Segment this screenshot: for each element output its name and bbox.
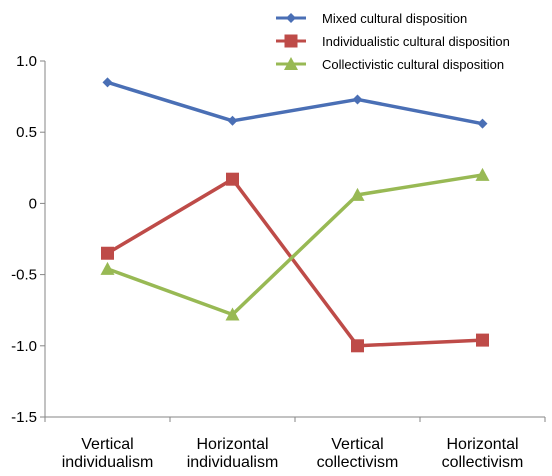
data-point	[284, 34, 298, 48]
data-point	[476, 333, 489, 347]
y-tick-label: 0	[29, 195, 37, 212]
series-3	[100, 167, 490, 321]
x-tick-label-line: Horizontal	[446, 436, 518, 453]
legend-item-2: Individualistic cultural disposition	[276, 34, 510, 49]
series-1	[102, 77, 488, 129]
x-tick-label-line: Vertical	[81, 436, 133, 453]
data-point	[225, 307, 240, 321]
x-tick-label-line: individualism	[187, 454, 279, 471]
data-point	[477, 118, 488, 129]
y-tick-label: 1.0	[16, 53, 37, 70]
x-tick-label-line: Vertical	[331, 436, 383, 453]
y-tick-label: 0.5	[16, 124, 37, 141]
y-tick-label: -0.5	[11, 267, 37, 284]
x-tick-label: Vertical collectivism	[317, 436, 399, 471]
y-tick-label: -1.5	[11, 409, 37, 426]
x-tick-label: Vertical individualism	[62, 436, 154, 471]
series-layer	[100, 77, 490, 353]
series-line	[106, 177, 483, 348]
legend-item-1: Mixed cultural disposition	[276, 11, 467, 26]
x-tick-label: Horizontal individualism	[187, 436, 279, 471]
series-line	[106, 173, 483, 317]
x-tick-label-line: individualism	[62, 454, 154, 471]
data-point	[475, 167, 490, 181]
series-2	[101, 172, 489, 353]
data-point	[101, 246, 114, 260]
legend-label: Individualistic cultural disposition	[322, 34, 510, 49]
x-tick-label-line: collectivism	[442, 454, 524, 471]
data-point	[102, 77, 113, 88]
series-line	[106, 80, 483, 126]
legend-label: Mixed cultural disposition	[322, 11, 467, 26]
legend-item-3: Collectivistic cultural disposition	[276, 57, 504, 72]
data-point	[284, 57, 298, 70]
data-point	[350, 187, 365, 201]
x-tick-label-line: Horizontal	[196, 436, 268, 453]
legend: Mixed cultural disposition Individualisti…	[276, 11, 510, 72]
data-point	[226, 172, 239, 186]
data-point	[352, 94, 363, 105]
legend-label: Collectivistic cultural disposition	[322, 57, 504, 72]
data-point	[286, 13, 296, 23]
data-point	[227, 115, 238, 126]
data-point	[351, 339, 364, 353]
y-tick-label: -1.0	[11, 338, 37, 355]
x-tick-label-line: collectivism	[317, 454, 399, 471]
data-point	[100, 261, 115, 275]
x-tick-label: Horizontal collectivism	[442, 436, 524, 471]
